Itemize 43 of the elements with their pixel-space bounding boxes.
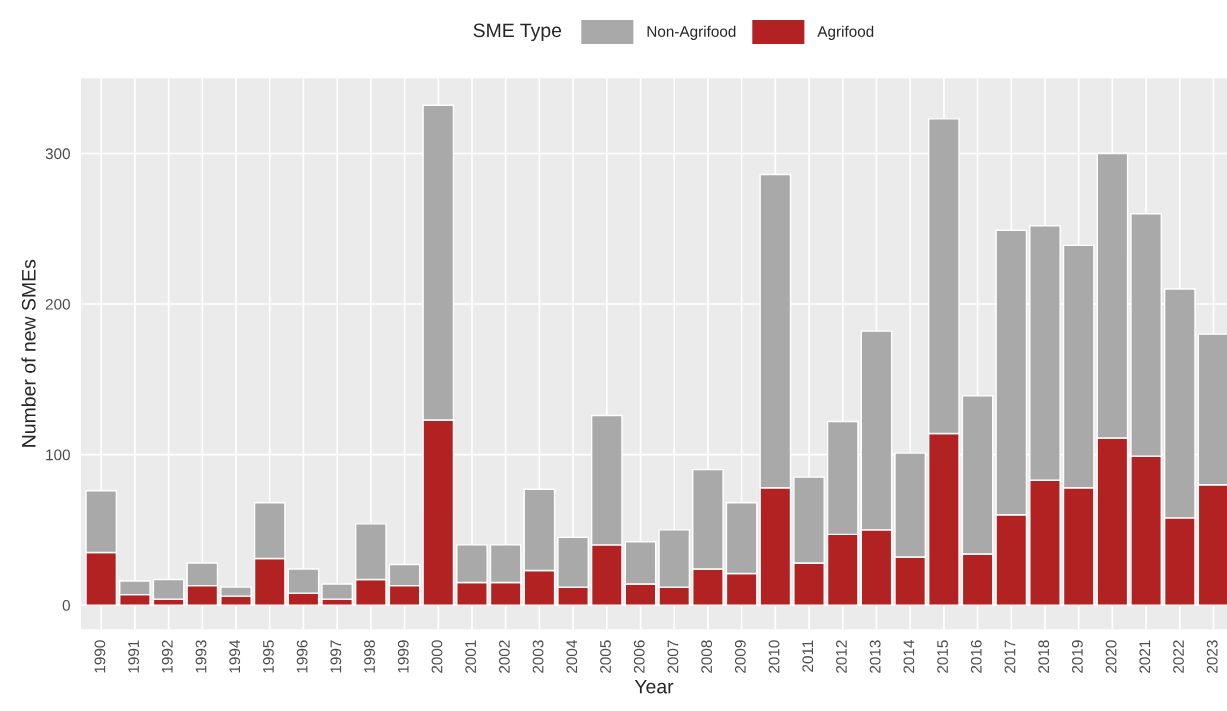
x-tick-label: 2006: [633, 640, 645, 673]
x-tick-label: 2010: [768, 640, 780, 673]
x-tick-label: 2019: [1071, 640, 1083, 673]
x-tick-label: 2002: [498, 640, 510, 673]
x-tick-label: 1999: [397, 640, 409, 673]
x-tick-label: 1991: [128, 640, 140, 673]
x-tick-label: 1997: [330, 640, 342, 673]
x-tick-label: 2017: [1004, 640, 1016, 673]
x-tick-label: 2007: [667, 640, 679, 673]
x-tick-label: 1996: [296, 640, 308, 673]
legend-label: Non-Agrifood: [647, 25, 736, 40]
x-tick-label: 2022: [1173, 640, 1184, 673]
x-tick-label: 2021: [1139, 640, 1151, 673]
x-tick-label: 1994: [229, 640, 241, 673]
x-tick-label: 2012: [836, 640, 847, 673]
x-tick-label: 2020: [1105, 640, 1117, 673]
x-tick-label: 2005: [600, 640, 611, 673]
x-tick-label: 1990: [94, 640, 106, 673]
x-tick-label: 1992: [161, 640, 173, 673]
x-tick-label: 2008: [701, 640, 713, 673]
x-tick-label: 2014: [903, 640, 915, 673]
x-axis-title: Year: [634, 679, 674, 694]
y-tick-label: 0: [62, 600, 70, 611]
x-tick-label: 2004: [566, 640, 578, 673]
x-tick-label: 2018: [1038, 640, 1050, 673]
legend-title: SME Type: [473, 23, 562, 42]
x-tick-label: 2023: [1206, 640, 1218, 673]
x-tick-label: 2003: [532, 640, 544, 673]
y-axis-title: Number of new SMEs: [21, 259, 36, 447]
x-tick-label: 2011: [802, 640, 814, 672]
x-tick-label: 2015: [937, 640, 948, 673]
x-tick-label: 2000: [431, 640, 443, 673]
y-tick-label: 100: [46, 449, 70, 461]
y-tick-label: 200: [45, 298, 70, 310]
legend-label: Agrifood: [817, 25, 874, 40]
x-tick-label: 1995: [263, 640, 274, 673]
x-tick-label: 1998: [364, 640, 375, 673]
x-tick-label: 2009: [734, 640, 746, 673]
x-tick-label: 2016: [970, 640, 982, 673]
y-tick-label: 300: [45, 148, 70, 160]
x-tick-label: 2013: [869, 640, 881, 673]
x-tick-label: 1993: [195, 640, 207, 673]
x-tick-label: 2001: [465, 640, 477, 673]
